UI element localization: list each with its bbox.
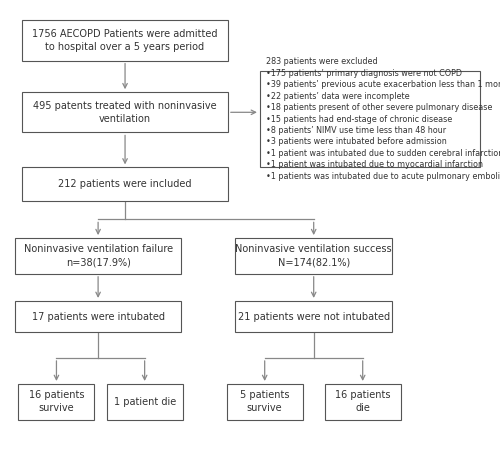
FancyBboxPatch shape [15, 301, 181, 332]
Text: 5 patients
survive: 5 patients survive [240, 390, 290, 414]
Text: 1 patient die: 1 patient die [114, 397, 176, 407]
Text: Noninvasive ventilation success
N=174(82.1%): Noninvasive ventilation success N=174(82… [236, 244, 392, 267]
Text: 1756 AECOPD Patients were admitted
to hospital over a 5 years period: 1756 AECOPD Patients were admitted to ho… [32, 29, 218, 52]
FancyBboxPatch shape [236, 238, 392, 274]
Text: 212 patients were included: 212 patients were included [58, 179, 192, 189]
Text: 16 patients
die: 16 patients die [335, 390, 390, 414]
FancyBboxPatch shape [324, 384, 400, 420]
FancyBboxPatch shape [22, 92, 228, 132]
Text: 16 patients
survive: 16 patients survive [28, 390, 84, 414]
Text: 495 patents treated with noninvasive
ventilation: 495 patents treated with noninvasive ven… [33, 101, 217, 124]
Text: Noninvasive ventilation failure
n=38(17.9%): Noninvasive ventilation failure n=38(17.… [24, 244, 172, 267]
FancyBboxPatch shape [106, 384, 182, 420]
FancyBboxPatch shape [15, 238, 181, 274]
FancyBboxPatch shape [22, 20, 228, 61]
Text: 17 patients were intubated: 17 patients were intubated [32, 311, 164, 322]
FancyBboxPatch shape [18, 384, 94, 420]
FancyBboxPatch shape [22, 167, 228, 201]
Text: 21 patients were not intubated: 21 patients were not intubated [238, 311, 390, 322]
FancyBboxPatch shape [236, 301, 392, 332]
Text: 283 patients were excluded
•175 patients’ primary diagnosis were not COPD
•39 pa: 283 patients were excluded •175 patients… [266, 57, 500, 181]
FancyBboxPatch shape [226, 384, 302, 420]
FancyBboxPatch shape [260, 71, 480, 167]
